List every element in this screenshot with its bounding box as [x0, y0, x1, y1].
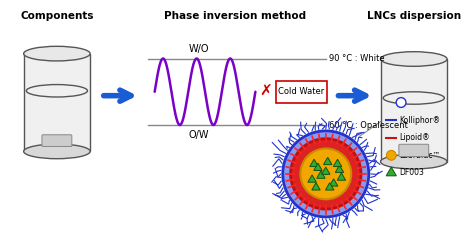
Text: Cold Water: Cold Water [278, 87, 325, 96]
FancyBboxPatch shape [381, 59, 447, 162]
Text: Kolliphor®: Kolliphor® [399, 116, 440, 124]
FancyBboxPatch shape [42, 135, 72, 146]
Text: DF003: DF003 [399, 168, 424, 177]
Text: Phase inversion method: Phase inversion method [164, 10, 306, 20]
Ellipse shape [24, 144, 90, 159]
Text: W/O: W/O [189, 44, 209, 54]
Circle shape [301, 148, 351, 199]
Circle shape [396, 98, 406, 108]
Text: 60 °C : Opalescent: 60 °C : Opalescent [328, 120, 408, 130]
Ellipse shape [381, 154, 447, 169]
Circle shape [283, 131, 369, 217]
FancyBboxPatch shape [24, 54, 90, 152]
Text: Lipoid®: Lipoid® [399, 133, 430, 142]
Circle shape [386, 150, 396, 160]
Text: ✗: ✗ [259, 84, 272, 99]
Text: Components: Components [20, 10, 94, 20]
Text: O/W: O/W [189, 130, 209, 140]
Circle shape [291, 139, 361, 209]
Ellipse shape [381, 52, 447, 66]
FancyBboxPatch shape [399, 144, 428, 156]
Text: 90 °C : White: 90 °C : White [328, 54, 384, 63]
Text: LNCs dispersion: LNCs dispersion [367, 10, 461, 20]
Ellipse shape [24, 46, 90, 61]
Text: Labrafac™: Labrafac™ [399, 151, 440, 160]
FancyBboxPatch shape [276, 81, 327, 102]
